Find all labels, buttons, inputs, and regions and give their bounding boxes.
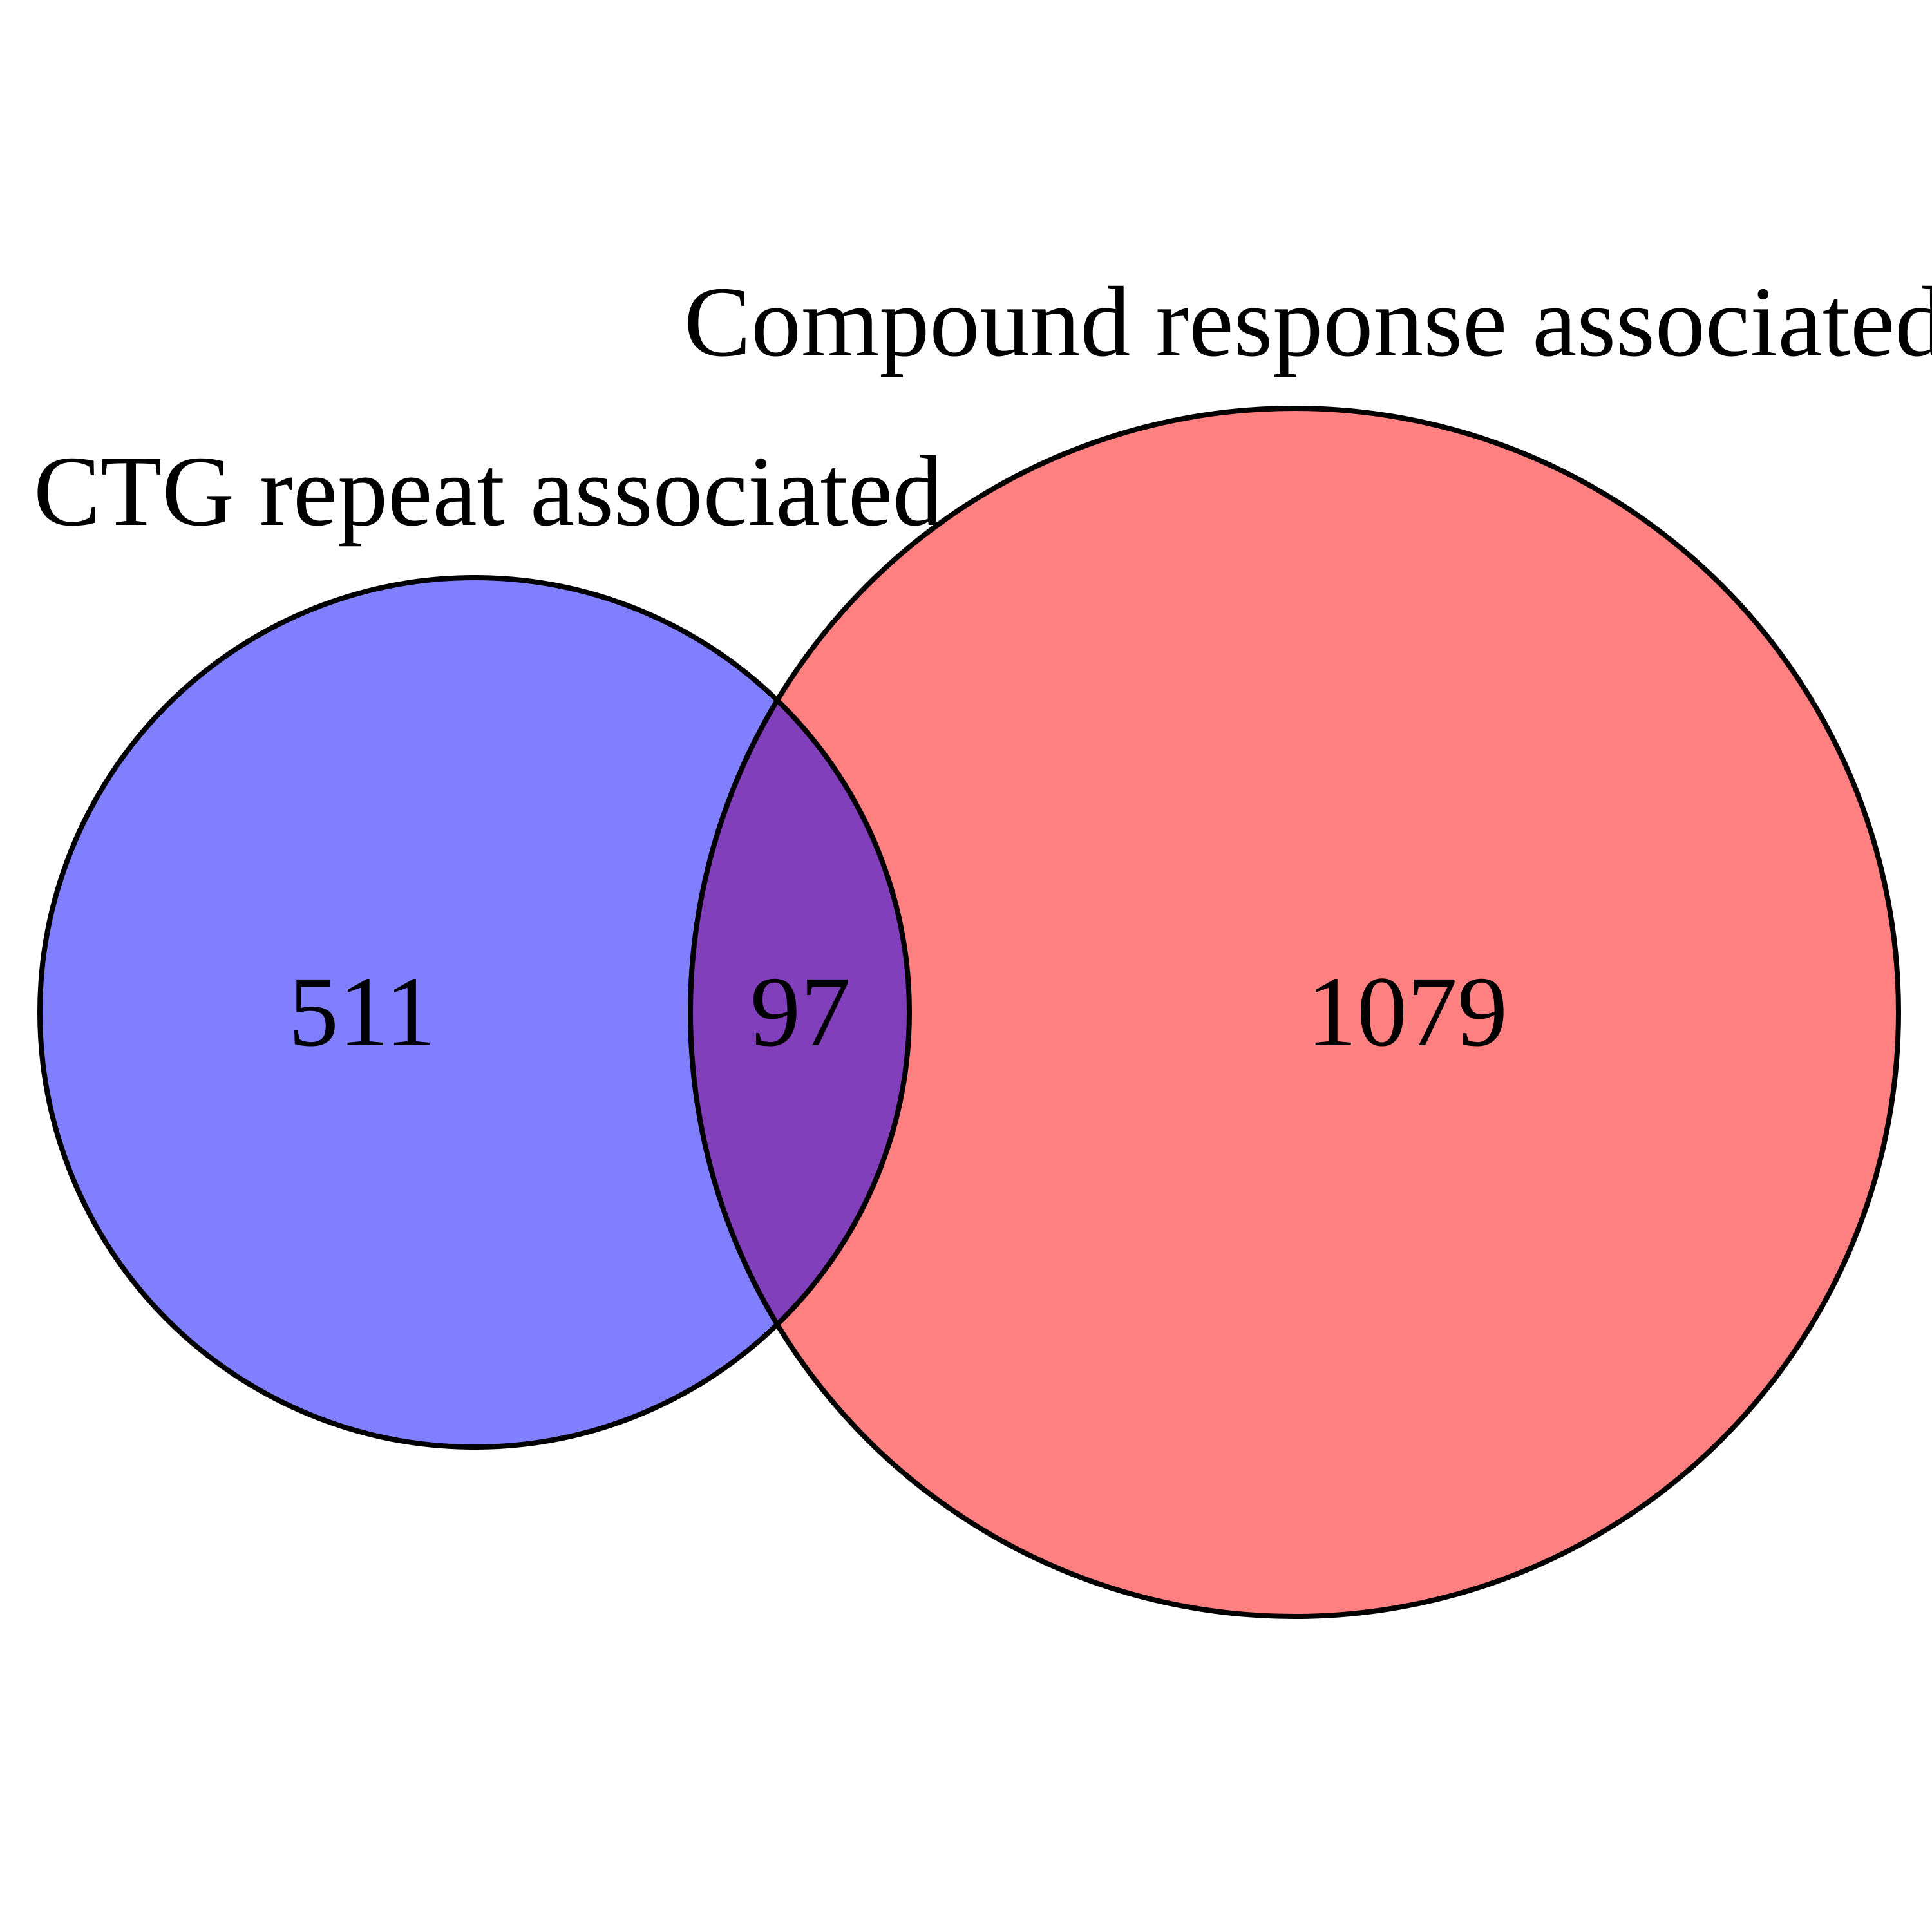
ctg-repeat-set-outline — [37, 575, 912, 1450]
compound-response-set-circle — [690, 408, 1899, 1616]
ctg-repeat-set-circle — [40, 578, 909, 1447]
left-only-count: 511 — [289, 956, 435, 1067]
compound-response-set-label: Compound response associated — [684, 266, 1932, 377]
right-only-count: 1079 — [1307, 956, 1508, 1067]
ctg-repeat-set-label: CTG repeat associated — [33, 435, 943, 547]
compound-response-set-outline — [688, 406, 1901, 1619]
intersection-count: 97 — [750, 956, 851, 1067]
